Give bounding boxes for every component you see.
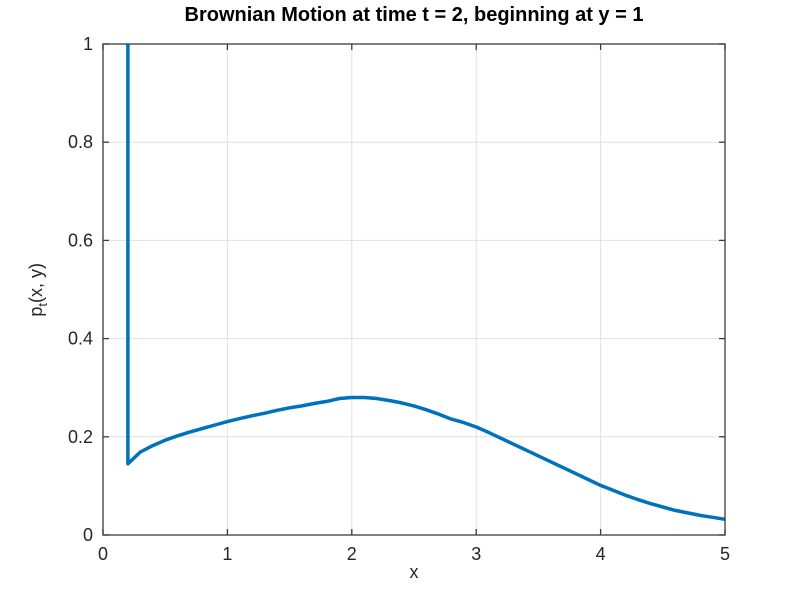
x-tick-label: 4 bbox=[596, 544, 606, 564]
y-tick-label: 0.2 bbox=[68, 427, 93, 447]
x-tick-label: 2 bbox=[347, 544, 357, 564]
x-tick-label: 5 bbox=[720, 544, 730, 564]
y-tick-label: 0.4 bbox=[68, 329, 93, 349]
density-curve bbox=[126, 44, 726, 522]
x-tick-label: 0 bbox=[98, 544, 108, 564]
x-tick-label: 3 bbox=[471, 544, 481, 564]
x-tick-label: 1 bbox=[222, 544, 232, 564]
y-tick-label: 0.6 bbox=[68, 230, 93, 250]
y-tick-label: 0 bbox=[83, 525, 93, 545]
y-tick-label: 0.8 bbox=[68, 132, 93, 152]
y-tick-label: 1 bbox=[83, 34, 93, 54]
chart-title: Brownian Motion at time t = 2, beginning… bbox=[184, 4, 644, 26]
axes-box bbox=[102, 43, 726, 536]
x-axis-label: x bbox=[409, 562, 419, 582]
